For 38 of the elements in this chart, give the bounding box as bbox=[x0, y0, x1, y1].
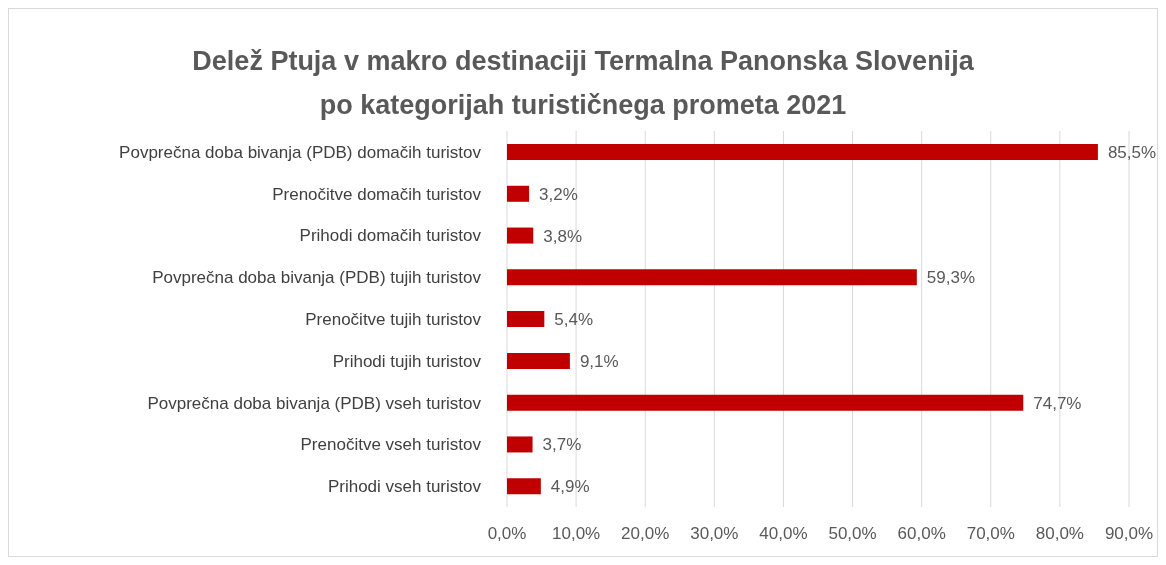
bar bbox=[507, 269, 917, 286]
y-tick-label: Prenočitve domačih turistov bbox=[272, 184, 482, 204]
data-label: 74,7% bbox=[1033, 393, 1082, 413]
data-label: 3,7% bbox=[542, 435, 582, 455]
data-label: 3,8% bbox=[543, 226, 583, 246]
y-tick-label: Prenočitve vseh turistov bbox=[300, 435, 482, 455]
chart-title: Delež Ptuja v makro destinaciji Termalna Panonska Slovenija po kategorijah turističnega prometa 2021 bbox=[191, 45, 975, 122]
y-tick-label: Povprečna doba bivanja (PDB) vseh turistov bbox=[147, 393, 482, 413]
bar bbox=[507, 436, 533, 453]
y-tick-label: Povprečna doba bivanja (PDB) tujih turistov bbox=[152, 268, 482, 288]
x-tick-label: 20,0% bbox=[621, 524, 670, 544]
bar bbox=[507, 394, 1024, 411]
bar bbox=[507, 311, 545, 328]
y-tick-label: Prihodi vseh turistov bbox=[327, 477, 482, 497]
y-tick-label: Prenočitve tujih turistov bbox=[305, 310, 482, 330]
data-label: 3,2% bbox=[539, 184, 578, 204]
data-label: 4,9% bbox=[550, 477, 590, 497]
x-tick-label: 30,0% bbox=[690, 524, 739, 544]
bar bbox=[507, 478, 541, 495]
y-tick-label: Povprečna doba bivanja (PDB) domačih turistov bbox=[119, 142, 482, 162]
x-tick-label: 40,0% bbox=[759, 524, 808, 544]
y-tick-label: Prihodi tujih turistov bbox=[332, 351, 482, 371]
data-label: 9,1% bbox=[579, 351, 619, 371]
x-tick-label: 0,0% bbox=[487, 524, 527, 544]
x-tick-label: 60,0% bbox=[897, 524, 946, 544]
data-label: 5,4% bbox=[554, 310, 594, 330]
x-tick-label: 90,0% bbox=[1104, 524, 1154, 544]
bar bbox=[507, 185, 530, 202]
x-tick-label: 10,0% bbox=[552, 524, 601, 544]
x-tick-label: 50,0% bbox=[828, 524, 877, 544]
bar bbox=[507, 227, 534, 244]
x-tick-label: 80,0% bbox=[1035, 524, 1084, 544]
bar bbox=[507, 352, 570, 369]
data-label: 85,5% bbox=[1107, 143, 1157, 163]
data-label: 59,3% bbox=[926, 268, 976, 288]
x-tick-label: 70,0% bbox=[966, 524, 1015, 544]
y-tick-label: Prihodi domačih turistov bbox=[299, 226, 482, 246]
bar bbox=[507, 144, 1098, 160]
